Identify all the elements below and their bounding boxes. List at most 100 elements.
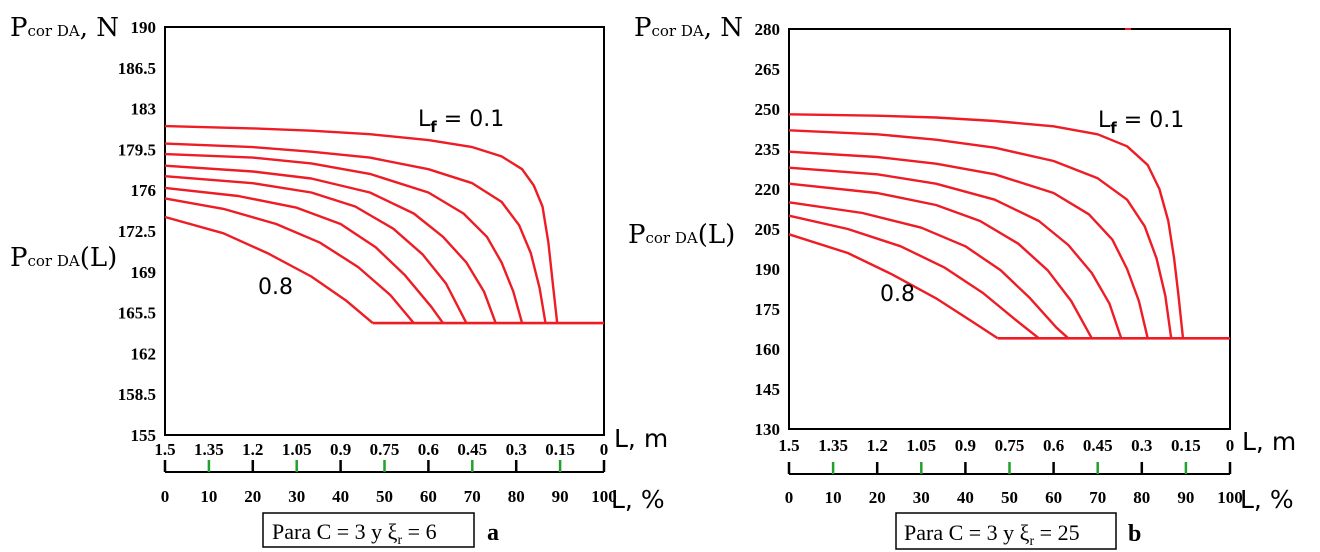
x-tick-label-pct: 0 — [161, 487, 170, 506]
x-tick-label-pct: 10 — [200, 487, 217, 506]
x-tick-label-m: 1.5 — [778, 436, 799, 455]
y-axis-label-main: P — [10, 13, 28, 43]
percent-ticks: 0 10 20 30 40 50 60 70 80 90 100 — [161, 460, 617, 506]
panel-b: Pcor DA, N Pcor DA(L) 130145160175190205… — [628, 13, 1296, 550]
x-tick-label-pct: 70 — [1089, 488, 1106, 507]
percent-ticks: 0 10 20 30 40 50 60 70 80 90 100 — [785, 462, 1243, 507]
x-tick-label-m: 1.35 — [194, 440, 224, 459]
y-tick-label: 186.5 — [118, 59, 156, 78]
x-axis-unit-pct: L, % — [611, 485, 665, 514]
x-tick-label-pct: 100 — [1217, 488, 1243, 507]
x-tick-label-m: 0.6 — [1043, 436, 1064, 455]
x-tick-label-m: 0.45 — [457, 440, 487, 459]
x-tick-label-m: 0.3 — [1131, 436, 1152, 455]
x-axis-unit-m: L, m — [614, 424, 668, 453]
curve-label-arg: (L) — [698, 220, 736, 250]
series-line-lf-0.2 — [788, 129, 1173, 339]
plot-area — [788, 28, 1231, 430]
x-tick-label-pct: 10 — [825, 488, 842, 507]
x-tick-label-pct: 30 — [288, 487, 305, 506]
x-tick-label-pct: 90 — [552, 487, 569, 506]
panel-letter: b — [1128, 521, 1141, 547]
y-tick-label: 220 — [755, 180, 781, 199]
caption: Para C = 3 y ξr = 25 — [904, 520, 1080, 549]
series-line-lf-0.6 — [788, 201, 1070, 340]
x-tick-label-pct: 20 — [869, 488, 886, 507]
y-tick-label: 155 — [131, 426, 157, 445]
y-tick-label: 145 — [755, 380, 781, 399]
svg-text:Pcor DA(L): Pcor DA(L) — [628, 220, 735, 250]
curve-label-arg: (L) — [80, 243, 118, 273]
series-line-lf-0.8 — [164, 215, 374, 325]
y-axis-label-sub: cor DA — [28, 22, 80, 40]
annotation-lf-top: Lf = 0.1 — [418, 107, 504, 136]
y-tick-label: 160 — [755, 340, 781, 359]
x-tick-label-pct: 80 — [1133, 488, 1150, 507]
svg-text:Pcor DA(L): Pcor DA(L) — [10, 243, 117, 273]
panel-a: Pcor DA, N Pcor DA(L) 155158.5162165.516… — [10, 13, 668, 548]
y-tick-label: 183 — [131, 100, 157, 119]
x-tick-label-m: 0.3 — [506, 440, 527, 459]
x-tick-label-m: 0.15 — [1171, 436, 1201, 455]
x-tick-label-pct: 50 — [376, 487, 393, 506]
y-tick-label: 172.5 — [118, 222, 156, 241]
annotation-lf-bottom: 0.8 — [880, 282, 915, 307]
y-ticks: 130 145 160 175 190 205 220 235 250 265 280 — [755, 20, 781, 439]
series-line-lf-0.3 — [788, 150, 1149, 339]
x-ticks-m: 1.5 1.35 1.2 1.05 0.9 0.75 0.6 0.45 0.3 0.15 0 — [154, 440, 608, 459]
y-axis-label-unit: , N — [80, 13, 119, 43]
x-tick-label-pct: 30 — [913, 488, 930, 507]
y-tick-label: 190 — [131, 18, 157, 37]
y-tick-label: 205 — [755, 220, 781, 239]
x-tick-label-m: 0.9 — [330, 440, 351, 459]
x-tick-label-pct: 100 — [591, 487, 617, 506]
curve-label-sub: cor DA — [646, 229, 698, 247]
y-tick-label: 179.5 — [118, 140, 156, 159]
y-tick-label: 162 — [131, 344, 157, 363]
y-tick-label: 235 — [755, 140, 781, 159]
y-ticks: 155 158.5 162 165.5 169 172.5 176 179.5 183 186.5… — [118, 18, 156, 445]
y-axis-label: Pcor DA, N — [634, 13, 743, 43]
panel-letter: a — [487, 520, 499, 546]
x-tick-label-m: 1.05 — [282, 440, 312, 459]
annotation-lf-top: Lf = 0.1 — [1098, 108, 1184, 137]
x-tick-label-m: 1.35 — [818, 436, 848, 455]
y-tick-label: 190 — [755, 260, 781, 279]
series-line-lf-0.1 — [788, 113, 1185, 339]
annotation-lf-bottom: 0.8 — [258, 275, 293, 300]
x-tick-label-pct: 90 — [1177, 488, 1194, 507]
y-tick-label: 176 — [131, 181, 157, 200]
y-axis-label-main: P — [634, 13, 652, 43]
y-tick-label: 169 — [131, 263, 157, 282]
x-tick-label-m: 0.75 — [995, 436, 1025, 455]
x-tick-label-m: 0.75 — [370, 440, 400, 459]
x-tick-label-m: 0 — [600, 440, 609, 459]
x-tick-label-m: 1.5 — [154, 440, 175, 459]
x-tick-label-m: 0.6 — [418, 440, 439, 459]
curve-label: Pcor DA(L) — [628, 220, 735, 250]
svg-text:Pcor DA, N: Pcor DA, N — [10, 13, 119, 43]
series-line-lf-0.7 — [164, 197, 415, 324]
x-tick-label-pct: 40 — [957, 488, 974, 507]
x-tick-label-pct: 40 — [332, 487, 349, 506]
series-line-lf-0.5 — [164, 175, 468, 324]
x-ticks-m: 1.5 1.35 1.2 1.05 0.9 0.75 0.6 0.45 0.3 0.15 0 — [778, 436, 1234, 455]
curves — [788, 28, 1230, 340]
y-tick-label: 130 — [755, 420, 781, 439]
x-tick-label-m: 0 — [1226, 436, 1235, 455]
series-line-lf-0.6 — [164, 186, 444, 324]
x-tick-label-pct: 80 — [508, 487, 525, 506]
x-tick-label-m: 0.15 — [545, 440, 575, 459]
x-tick-label-pct: 60 — [420, 487, 437, 506]
caption-box — [895, 512, 1117, 550]
plot-area — [164, 26, 605, 436]
y-tick-label: 175 — [755, 300, 781, 319]
y-tick-label: 280 — [755, 20, 781, 39]
x-tick-label-pct: 20 — [244, 487, 261, 506]
curve-label-main: P — [628, 220, 646, 250]
curve-label-main: P — [10, 243, 28, 273]
y-axis-label-unit: , N — [704, 13, 743, 43]
y-axis-label: Pcor DA, N — [10, 13, 119, 43]
series-line-lf-0.3 — [164, 152, 524, 324]
